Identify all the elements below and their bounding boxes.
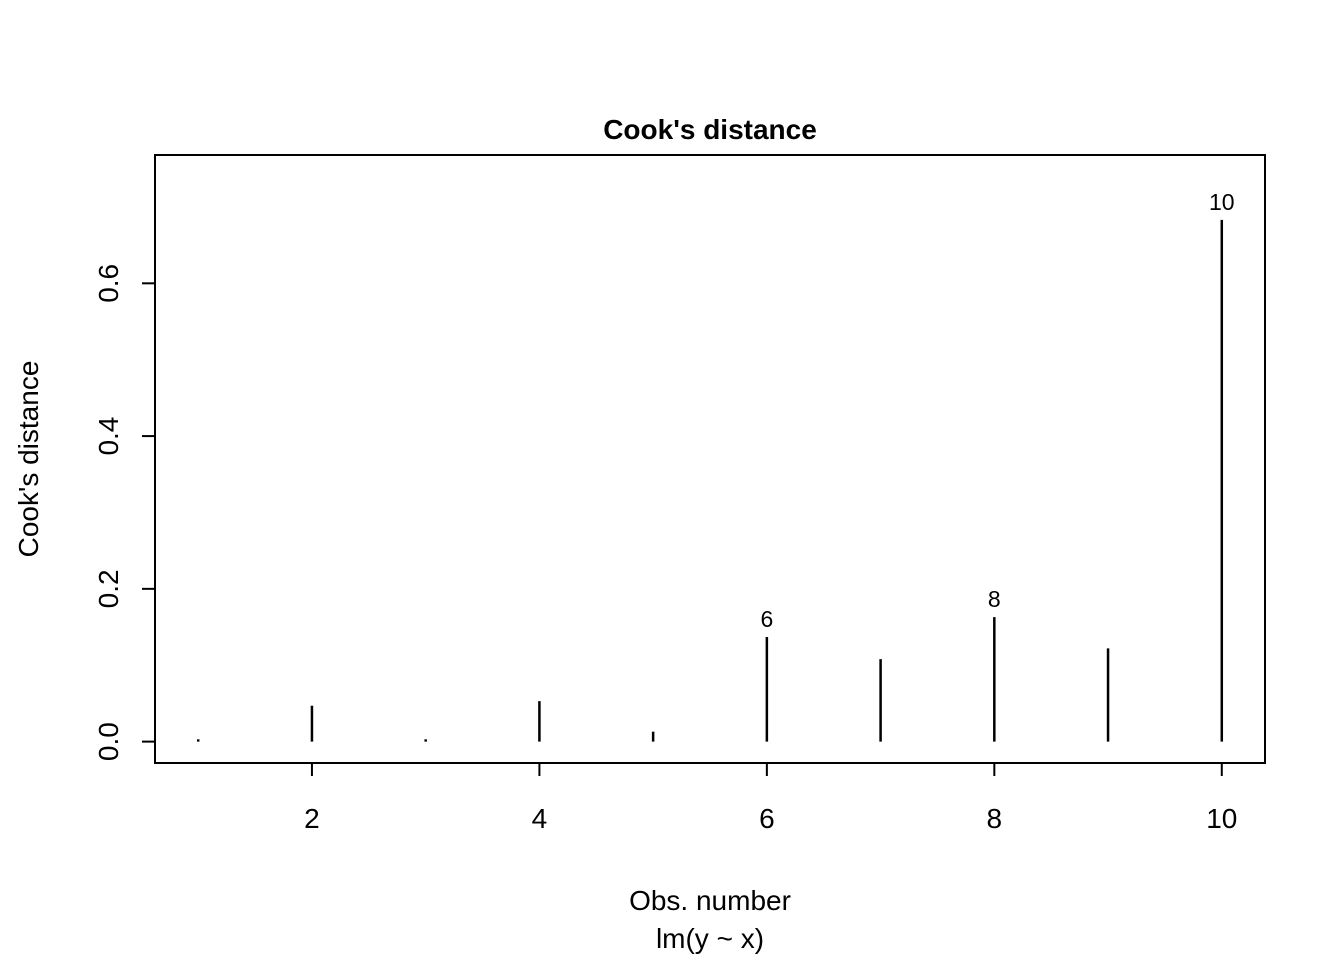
point-label: 6 bbox=[760, 606, 773, 632]
x-tick-label: 4 bbox=[532, 803, 548, 834]
y-tick-label: 0.4 bbox=[93, 417, 124, 456]
y-tick-label: 0.6 bbox=[93, 264, 124, 303]
x-tick-label: 10 bbox=[1206, 803, 1237, 834]
x-tick-label: 6 bbox=[759, 803, 775, 834]
x-axis-label: Obs. number bbox=[629, 885, 791, 916]
point-label: 8 bbox=[988, 586, 1001, 612]
y-axis-label: Cook's distance bbox=[13, 361, 44, 558]
point-label: 10 bbox=[1209, 189, 1235, 215]
y-tick-label: 0.0 bbox=[93, 722, 124, 761]
model-sublabel: lm(y ~ x) bbox=[656, 923, 764, 954]
x-tick-label: 2 bbox=[304, 803, 320, 834]
x-tick-label: 8 bbox=[987, 803, 1003, 834]
chart-title: Cook's distance bbox=[603, 114, 817, 145]
y-tick-label: 0.2 bbox=[93, 569, 124, 608]
plot-box bbox=[154, 154, 1266, 764]
